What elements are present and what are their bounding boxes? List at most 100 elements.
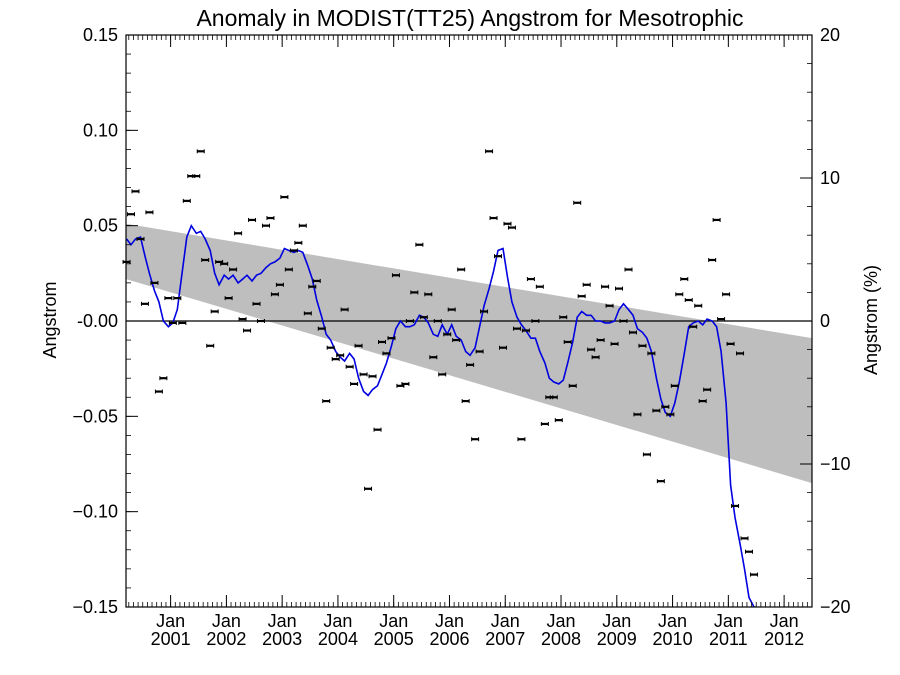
data-point bbox=[587, 347, 596, 352]
data-point bbox=[159, 376, 168, 381]
data-point bbox=[521, 328, 530, 333]
data-point bbox=[331, 357, 340, 362]
data-point bbox=[173, 296, 182, 301]
data-point bbox=[145, 210, 154, 215]
data-point bbox=[666, 412, 675, 417]
y-tick-label: −0.10 bbox=[72, 502, 118, 522]
data-point bbox=[317, 326, 326, 331]
data-point bbox=[708, 257, 717, 262]
data-point bbox=[731, 503, 740, 508]
data-point bbox=[234, 231, 243, 236]
data-point bbox=[661, 404, 670, 409]
data-point bbox=[577, 294, 586, 299]
y2-tick-label: −20 bbox=[820, 597, 851, 617]
data-point bbox=[457, 267, 466, 272]
data-point bbox=[401, 381, 410, 386]
x-tick-month-label: Jan bbox=[491, 611, 520, 631]
data-point bbox=[717, 317, 726, 322]
data-point bbox=[229, 267, 238, 272]
data-point bbox=[744, 549, 753, 554]
x-tick-year-label: 2006 bbox=[429, 629, 469, 649]
data-point bbox=[507, 225, 516, 230]
data-point bbox=[224, 296, 233, 301]
y-tick-label: −0.05 bbox=[72, 406, 118, 426]
data-point bbox=[368, 374, 377, 379]
y-tick-label: 0.15 bbox=[83, 25, 118, 45]
data-point bbox=[196, 149, 205, 154]
data-point bbox=[354, 343, 363, 348]
data-point bbox=[154, 389, 163, 394]
data-point bbox=[740, 536, 749, 541]
data-point bbox=[610, 341, 619, 346]
running-mean-line bbox=[125, 223, 755, 608]
x-tick-month-label: Jan bbox=[658, 611, 687, 631]
data-point bbox=[424, 292, 433, 297]
y2-tick-label: −10 bbox=[820, 454, 851, 474]
data-point bbox=[722, 292, 731, 297]
x-tick-month-label: Jan bbox=[156, 611, 185, 631]
data-point bbox=[270, 292, 279, 297]
data-point bbox=[619, 319, 628, 323]
data-point bbox=[517, 437, 526, 442]
data-point bbox=[350, 381, 359, 386]
x-tick-month-label: Jan bbox=[212, 611, 241, 631]
data-point bbox=[377, 339, 386, 344]
data-point bbox=[359, 372, 368, 377]
x-tick-year-label: 2004 bbox=[318, 629, 358, 649]
x-tick-year-label: 2005 bbox=[374, 629, 414, 649]
data-point bbox=[419, 315, 428, 320]
data-point bbox=[182, 198, 191, 203]
data-point bbox=[494, 254, 503, 259]
data-point bbox=[178, 320, 187, 325]
data-point bbox=[238, 317, 247, 322]
data-point bbox=[429, 355, 438, 360]
x-tick-month-label: Jan bbox=[379, 611, 408, 631]
data-point bbox=[266, 216, 275, 221]
x-tick-month-label: Jan bbox=[268, 611, 297, 631]
data-point bbox=[312, 278, 321, 283]
data-point bbox=[489, 216, 498, 221]
data-point bbox=[568, 383, 577, 388]
data-point bbox=[127, 212, 136, 217]
data-point bbox=[675, 292, 684, 297]
y2-axis-label: Angstrom (%) bbox=[861, 265, 881, 375]
data-point bbox=[647, 351, 656, 356]
data-point bbox=[670, 383, 679, 388]
x-tick-month-label: Jan bbox=[435, 611, 464, 631]
x-tick-year-label: 2007 bbox=[485, 629, 525, 649]
x-tick-month-label: Jan bbox=[547, 611, 576, 631]
data-point bbox=[438, 372, 447, 377]
data-point bbox=[136, 237, 145, 242]
data-point bbox=[638, 343, 647, 348]
data-point bbox=[243, 328, 252, 333]
x-tick-month-label: Jan bbox=[602, 611, 631, 631]
data-point bbox=[289, 248, 298, 253]
x-tick-year-label: 2010 bbox=[653, 629, 693, 649]
anomaly-points-group bbox=[122, 149, 758, 577]
data-point bbox=[703, 387, 712, 392]
data-point bbox=[689, 324, 698, 329]
data-point bbox=[410, 290, 419, 295]
data-point bbox=[642, 452, 651, 457]
data-point bbox=[596, 338, 605, 343]
data-point bbox=[684, 298, 693, 303]
data-point bbox=[261, 223, 270, 228]
x-tick-year-label: 2009 bbox=[597, 629, 637, 649]
data-point bbox=[656, 479, 665, 484]
y-axis-label: Angstrom bbox=[40, 281, 60, 358]
data-point bbox=[563, 339, 572, 344]
data-point bbox=[275, 282, 284, 287]
data-point bbox=[252, 301, 261, 306]
data-point bbox=[303, 311, 312, 316]
data-point bbox=[220, 261, 229, 266]
data-point bbox=[206, 343, 215, 348]
data-point bbox=[582, 282, 591, 287]
y2-tick-label: 20 bbox=[820, 25, 840, 45]
x-tick-year-label: 2003 bbox=[262, 629, 302, 649]
data-point bbox=[694, 303, 703, 308]
y-tick-label: -0.00 bbox=[77, 311, 118, 331]
data-point bbox=[280, 195, 289, 200]
data-point bbox=[415, 242, 424, 247]
data-point bbox=[531, 319, 540, 323]
